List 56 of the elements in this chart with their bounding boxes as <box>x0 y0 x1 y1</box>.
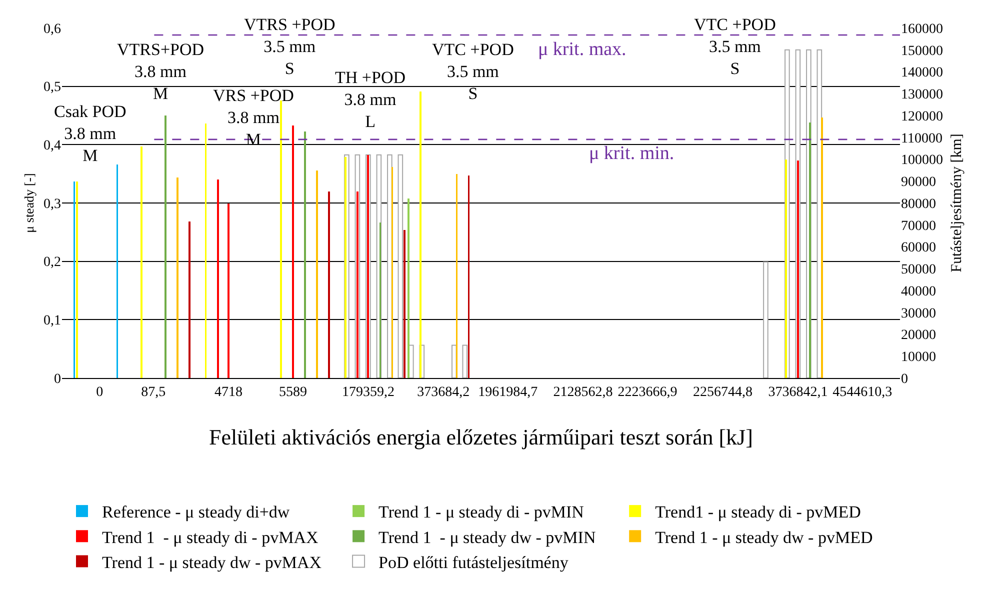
y2-tick-label: 140000 <box>901 66 943 81</box>
y-tick-label: 0,6 <box>44 22 61 37</box>
x-tick-label: 2223666,9 <box>618 384 678 400</box>
y2-tick-label: 130000 <box>901 88 943 103</box>
x-tick-label: 2128562,8 <box>553 384 613 400</box>
y2-tick-label: 150000 <box>901 44 943 59</box>
x-tick-label: 5589 <box>278 384 307 400</box>
y-tick-label: 0,4 <box>44 138 61 154</box>
y2-tick-label: 40000 <box>901 284 936 300</box>
y-tick-label: 0,5 <box>44 80 61 96</box>
y2-tick-label: 100000 <box>901 153 943 168</box>
x-tick-label: 0 <box>96 384 104 400</box>
annotation: TH +POD 3.8 mm L <box>335 68 406 132</box>
annotation: VTRS+POD 3.8 mm M <box>117 40 204 104</box>
y2-tick-label: 0 <box>901 372 908 387</box>
legend-label: Trend 1 - μ steady dw - pvMIN <box>378 528 596 547</box>
y-tick-label: 0 <box>54 372 61 387</box>
x-tick-label: 4718 <box>214 384 243 400</box>
y2-tick-label: 80000 <box>901 196 936 212</box>
annotation: VTC +POD 3.5 mm S <box>432 40 514 104</box>
legend-label: PoD előtti futásteljesítmény <box>378 552 569 572</box>
y2-tick-label: 70000 <box>901 218 936 234</box>
y-axis-title: μ steady [-] <box>21 173 36 233</box>
ref-line-label: μ krit. max. <box>538 39 626 60</box>
y2-tick-label: 90000 <box>901 175 936 190</box>
y-tick-label: 0,2 <box>44 255 61 270</box>
x-tick-label: 2256744,8 <box>692 384 752 400</box>
legend-label: Trend 1 - μ steady di - pvMAX <box>102 528 318 547</box>
y2-tick-label: 50000 <box>901 262 936 278</box>
y2-tick-label: 160000 <box>901 22 943 37</box>
y2-tick-label: 110000 <box>901 131 942 146</box>
legend-label: Trend 1 - μ steady dw - pvMED <box>655 528 873 547</box>
x-tick-label: 3736842,1 <box>768 384 828 400</box>
y2-tick-label: 120000 <box>901 109 943 124</box>
y2-axis-title: Futásteljesítmény [km] <box>949 134 965 272</box>
annotation: VTC +POD 3.5 mm S <box>694 15 776 78</box>
legend-label: Trend 1 - μ steady dw - pvMAX <box>102 552 322 572</box>
y-tick-label: 0,1 <box>44 314 61 329</box>
bar <box>763 262 768 378</box>
y2-tick-label: 30000 <box>901 306 936 322</box>
y2-tick-label: 20000 <box>901 328 936 344</box>
x-axis-title: Felületi aktivációs energia előzetes járműipari teszt során [kJ] <box>209 424 753 450</box>
y-tick-label: 0,3 <box>44 196 61 212</box>
legend-label: Trend 1 - μ steady di - pvMIN <box>378 502 584 522</box>
x-tick-label: 87,5 <box>141 384 166 400</box>
x-tick-label: 4544610,3 <box>832 384 892 400</box>
legend-label: Reference - μ steady di+dw <box>102 502 290 522</box>
legend-label: Trend1 - μ steady di - pvMED <box>655 502 861 522</box>
x-tick-label: 373684,2 <box>417 384 470 400</box>
y2-tick-label: 10000 <box>901 350 936 366</box>
ref-line-label: μ krit. min. <box>589 143 674 164</box>
y2-tick-label: 60000 <box>901 240 936 256</box>
x-tick-label: 179359,2 <box>342 384 394 400</box>
annotation: VTRS +POD 3.5 mm S <box>244 15 336 78</box>
x-tick-label: 1961984,7 <box>478 384 538 400</box>
bar <box>462 344 468 378</box>
